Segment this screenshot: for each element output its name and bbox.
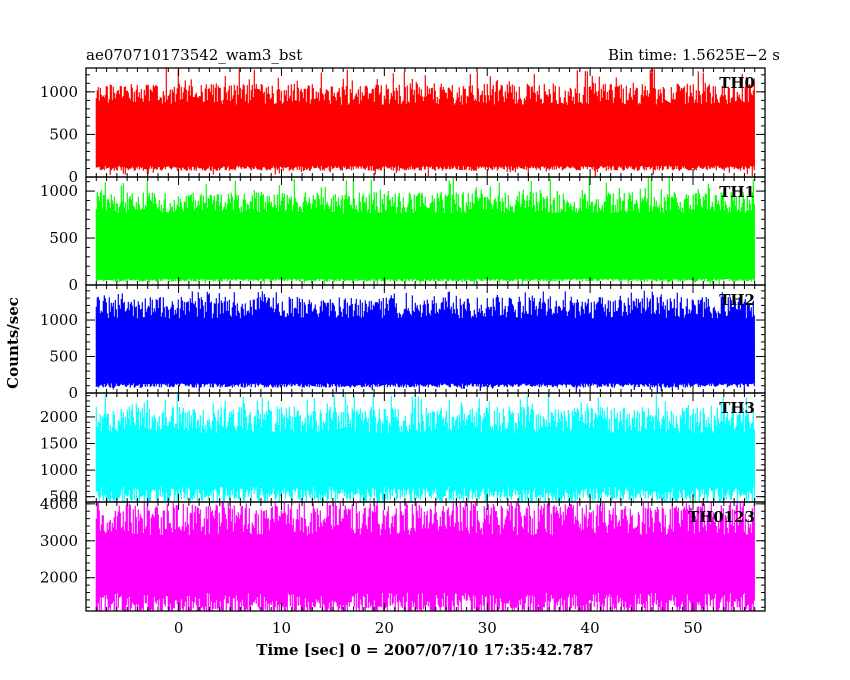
- y-tick-label: 1000: [40, 311, 78, 329]
- x-tick-label: 10: [272, 619, 291, 637]
- panel-label-th2: TH2: [719, 291, 755, 309]
- series-band-th1: [96, 232, 755, 278]
- panel-th0123: 2000 3000 4000 TH0123: [40, 495, 766, 612]
- series-band-th2: [96, 338, 755, 383]
- chart-title: ae070710173542_wam3_bst: [86, 46, 302, 64]
- panel-label-th3: TH3: [719, 399, 755, 417]
- panel-label-th1: TH1: [719, 183, 755, 201]
- x-tick-label: 0: [174, 619, 184, 637]
- y-tick-label: 1000: [40, 182, 78, 200]
- panel-th0: 0 500 1000 TH0: [40, 67, 766, 186]
- panel-th1: 0 500 1000 TH1: [40, 176, 766, 294]
- y-tick-label: 500: [49, 229, 78, 247]
- series-band-th0: [96, 124, 755, 165]
- panel-label-th0123: TH0123: [688, 508, 755, 526]
- panel-th2: 0 500 1000 TH2: [40, 284, 766, 402]
- x-tick-label: 50: [683, 619, 702, 637]
- y-tick-label: 1500: [40, 435, 78, 453]
- x-tick-label: 20: [375, 619, 394, 637]
- y-tick-label: 2000: [40, 408, 78, 426]
- y-axis-label: Counts/sec: [4, 297, 22, 389]
- y-tick-label: 0: [68, 168, 78, 186]
- series-th3: [95, 393, 755, 502]
- y-tick-label: 3000: [40, 532, 78, 550]
- y-tick-label: 500: [49, 125, 78, 143]
- bin-time-label: Bin time: 1.5625E−2 s: [608, 46, 780, 64]
- y-tick-label: 1000: [40, 83, 78, 101]
- series-band-th3: [96, 457, 755, 483]
- panel-label-th0: TH0: [719, 74, 755, 92]
- y-tick-label: 0: [68, 384, 78, 402]
- series-th0123: [95, 502, 755, 611]
- panels-group: 0 500 1000 TH0 0 500 1000 TH1 0 500 1000 TH2 500 1000…: [40, 67, 766, 612]
- y-tick-label: 2000: [40, 569, 78, 587]
- panel-th3: 500 1000 1500 2000 TH3: [40, 392, 766, 506]
- y-tick-label: 4000: [40, 495, 78, 513]
- y-tick-label: 500: [49, 488, 78, 506]
- x-tick-label: 40: [581, 619, 600, 637]
- x-axis-label: Time [sec] 0 = 2007/07/10 17:35:42.787: [256, 641, 593, 659]
- series-band-th0123: [96, 566, 755, 585]
- x-tick-label: 30: [478, 619, 497, 637]
- y-tick-label: 0: [68, 276, 78, 294]
- x-axis: 0 10 20 30 40 50: [174, 619, 703, 637]
- y-tick-label: 500: [49, 348, 78, 366]
- y-tick-label: 1000: [40, 461, 78, 479]
